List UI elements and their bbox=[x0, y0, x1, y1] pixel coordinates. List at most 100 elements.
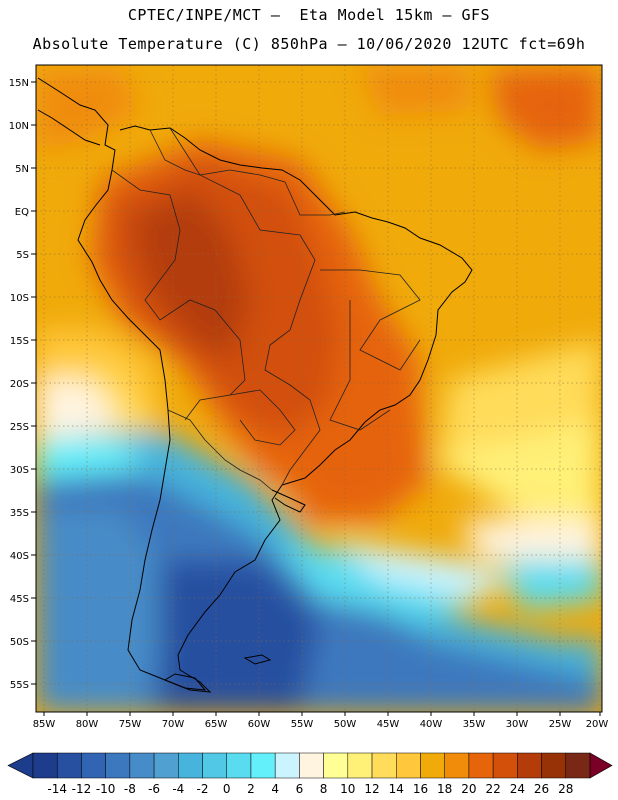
longitude-labels: 85W 80W 75W 70W 65W 60W 55W 50W 45W 40W … bbox=[33, 719, 609, 730]
colorbar-label: -8 bbox=[124, 782, 136, 796]
lon-label: 60W bbox=[248, 719, 271, 730]
border-venezuela-colombia bbox=[149, 129, 286, 183]
colorbar-label: 2 bbox=[247, 782, 255, 796]
colorbar-label: 20 bbox=[461, 782, 476, 796]
map-title-line1: CPTEC/INPE/MCT – Eta Model 15km – GFS bbox=[127, 6, 491, 24]
colorbar-swatch bbox=[323, 752, 349, 779]
lon-label: 25W bbox=[549, 719, 572, 730]
colorbar-swatch bbox=[153, 752, 179, 779]
colorbar-label: -6 bbox=[148, 782, 160, 796]
lon-label: 35W bbox=[463, 719, 486, 730]
colorbar-label: 18 bbox=[437, 782, 452, 796]
lon-label: 55W bbox=[291, 719, 314, 730]
border-peru-bolivia bbox=[111, 169, 246, 421]
colorbar-swatch bbox=[129, 752, 155, 779]
falkland-islands bbox=[243, 654, 272, 665]
colorbar-max-arrow bbox=[589, 752, 613, 779]
lon-label: 85W bbox=[33, 719, 56, 730]
colorbar-label: 22 bbox=[485, 782, 500, 796]
colorbar-label: 4 bbox=[271, 782, 279, 796]
colorbar-swatch bbox=[517, 752, 542, 779]
colorbar-swatch bbox=[492, 752, 518, 779]
lat-label: EQ bbox=[15, 207, 29, 218]
colorbar-swatch bbox=[178, 752, 203, 779]
colorbar-swatch bbox=[250, 752, 276, 779]
coastline bbox=[37, 77, 473, 693]
lat-label: 35S bbox=[10, 508, 29, 519]
colorbar-swatch bbox=[274, 752, 300, 779]
colorbar-swatch bbox=[565, 752, 591, 779]
colorbar-label: 6 bbox=[296, 782, 304, 796]
colorbar-swatch bbox=[371, 752, 397, 779]
lat-label: 5S bbox=[16, 250, 29, 261]
colorbar-swatch bbox=[396, 752, 421, 779]
axis-ticks bbox=[31, 81, 601, 716]
colorbar-swatch bbox=[226, 752, 252, 779]
colorbar-label: 0 bbox=[223, 782, 231, 796]
lon-label: 40W bbox=[420, 719, 443, 730]
colorbar-min-arrow bbox=[7, 752, 34, 779]
lat-label: 45S bbox=[10, 594, 29, 605]
colorbar-label: 14 bbox=[389, 782, 404, 796]
lat-label: 5N bbox=[15, 164, 29, 175]
colorbar-label: 10 bbox=[340, 782, 355, 796]
colorbar-swatch bbox=[420, 752, 445, 779]
colorbar-swatch bbox=[56, 752, 82, 779]
colorbar-swatch bbox=[202, 752, 227, 779]
colorbar: -14 -12 -10 -8 -6 -4 -2 0 2 4 6 8 10 12 14 16 18 20 22 24 26… bbox=[7, 752, 613, 796]
south-america-outline bbox=[37, 77, 473, 693]
plata-estuary bbox=[271, 489, 306, 513]
map-title-line2: Absolute Temperature (C) 850hPa – 10/06/… bbox=[32, 35, 586, 53]
lat-label: 10N bbox=[9, 121, 29, 132]
colorbar-label: -12 bbox=[72, 782, 92, 796]
lon-label: 30W bbox=[506, 719, 529, 730]
central-america-outline bbox=[37, 109, 101, 146]
colorbar-swatch bbox=[444, 752, 470, 779]
colorbar-labels: -14 -12 -10 -8 -6 -4 -2 0 2 4 6 8 10 12 14 16 18 20 22 24 26… bbox=[47, 782, 573, 796]
lon-label: 50W bbox=[334, 719, 357, 730]
country-borders bbox=[111, 127, 421, 491]
border-brazil bbox=[169, 127, 321, 486]
border-paraguay bbox=[229, 389, 296, 446]
temperature-map: 15N 10N 5N EQ 5S 10S 15S 20S 25S 30S 35S… bbox=[9, 64, 609, 730]
lat-label: 55S bbox=[10, 680, 29, 691]
colorbar-label: 16 bbox=[413, 782, 428, 796]
colorbar-label: 12 bbox=[364, 782, 379, 796]
lat-label: 10S bbox=[10, 293, 29, 304]
colorbar-swatch bbox=[541, 752, 567, 779]
colorbar-label: 26 bbox=[534, 782, 549, 796]
colorbar-swatch bbox=[299, 752, 324, 779]
colorbar-label: -10 bbox=[96, 782, 116, 796]
lat-label: 20S bbox=[10, 379, 29, 390]
lat-label: 40S bbox=[10, 551, 29, 562]
colorbar-label: 24 bbox=[510, 782, 525, 796]
lon-label: 75W bbox=[119, 719, 142, 730]
colorbar-label: 8 bbox=[320, 782, 328, 796]
lat-label: 15N bbox=[9, 78, 29, 89]
lat-label: 50S bbox=[10, 637, 29, 648]
colorbar-label: -14 bbox=[47, 782, 67, 796]
border-guianas bbox=[284, 181, 346, 216]
lon-label: 70W bbox=[162, 719, 185, 730]
border-brazil-states bbox=[320, 269, 421, 431]
colorbar-swatch bbox=[81, 752, 106, 779]
lon-label: 20W bbox=[586, 719, 609, 730]
lat-label: 25S bbox=[10, 422, 29, 433]
lat-label: 30S bbox=[10, 465, 29, 476]
colorbar-label: -2 bbox=[197, 782, 209, 796]
colorbar-swatch bbox=[347, 752, 373, 779]
colorbar-swatch bbox=[32, 752, 58, 779]
colorbar-swatch bbox=[468, 752, 494, 779]
colorbar-swatches bbox=[7, 752, 613, 779]
lon-label: 45W bbox=[377, 719, 400, 730]
lon-label: 80W bbox=[76, 719, 99, 730]
plot-frame bbox=[35, 64, 603, 713]
latitude-labels: 15N 10N 5N EQ 5S 10S 15S 20S 25S 30S 35S… bbox=[9, 78, 29, 691]
colorbar-label: -4 bbox=[172, 782, 184, 796]
temperature-field bbox=[36, 65, 602, 712]
lon-label: 65W bbox=[205, 719, 228, 730]
colorbar-swatch bbox=[105, 752, 131, 779]
colorbar-label: 28 bbox=[558, 782, 573, 796]
lat-label: 15S bbox=[10, 336, 29, 347]
tierra-del-fuego bbox=[163, 673, 207, 691]
